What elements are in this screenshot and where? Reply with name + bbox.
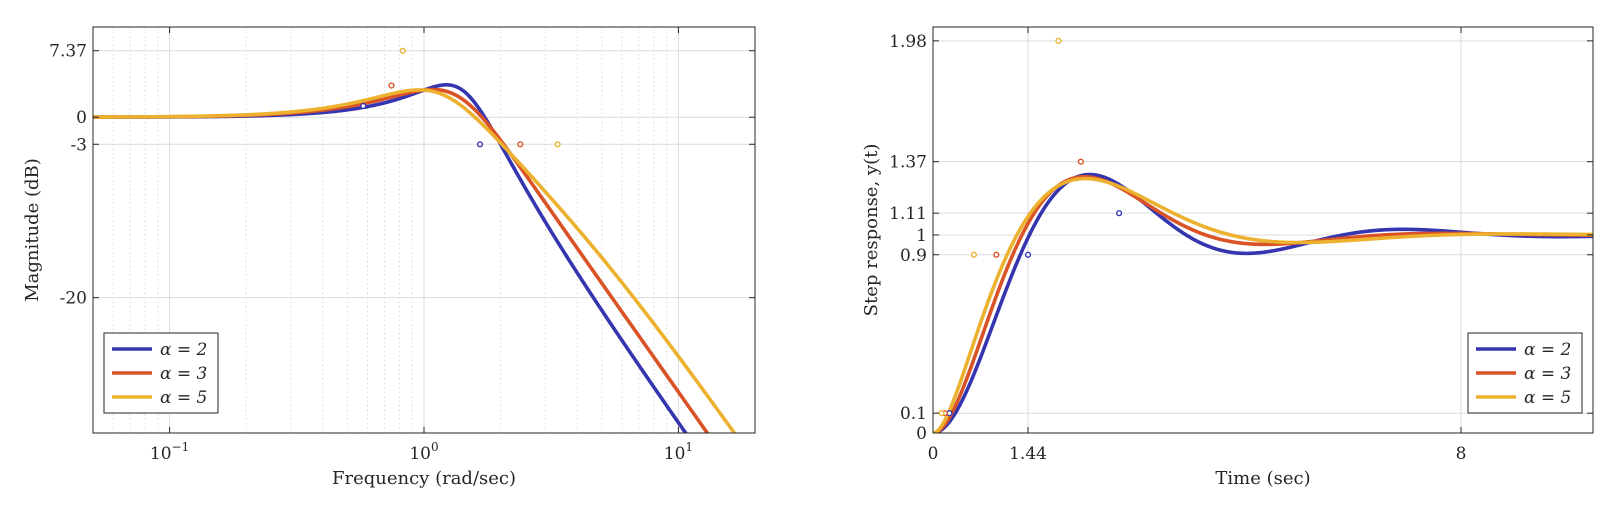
legend-label-2: α = 2 — [1524, 340, 1571, 360]
x-tick-label: 1.44 — [1009, 444, 1047, 464]
x-tick-label: 8 — [1456, 444, 1467, 464]
y-tick-label: 1.37 — [889, 153, 927, 173]
legend-label-2: α = 2 — [160, 340, 207, 360]
cutoff-marker-5 — [554, 141, 561, 148]
magnitude-legend: α = 2 α = 3 α = 5 — [103, 332, 219, 414]
y-tick-label: -20 — [60, 289, 87, 309]
peak-marker-3 — [388, 82, 395, 89]
step-legend: α = 2 α = 3 α = 5 — [1467, 332, 1583, 414]
x-tick-label: 10−1 — [150, 440, 189, 464]
rise-end-marker-2 — [1024, 251, 1032, 258]
step-ticks: 0 1.44 8 00.1 0.911.11 1.37 1.98 — [889, 27, 1593, 464]
magnitude-ticks: 10−1 100 101 7.37 0 -3 -20 — [49, 27, 755, 464]
rise-end-marker-5 — [970, 251, 978, 258]
step-plot-frame — [932, 26, 1594, 434]
peak-marker-2 — [1116, 210, 1123, 217]
y-tick-label: 0.1 — [900, 404, 927, 424]
x-tick-label: 100 — [409, 440, 438, 464]
step-y-axis-label: Step response, y(t) — [861, 144, 882, 317]
y-tick-label: 1.98 — [889, 32, 927, 52]
y-tick-label: 0.9 — [900, 246, 927, 266]
rise-end-marker-3 — [993, 251, 1000, 258]
y-tick-label: 0 — [916, 424, 927, 444]
magnitude-plot: 10−1 100 101 7.37 0 -3 -20 Frequency (rad/sec)… — [22, 26, 756, 489]
cutoff-marker-2 — [476, 141, 484, 148]
peak-marker-5 — [1055, 37, 1062, 44]
step-curves — [933, 37, 1593, 433]
legend-label-5: α = 5 — [1524, 388, 1571, 408]
y-tick-label: 1.11 — [889, 204, 927, 224]
y-tick-label: -3 — [70, 135, 87, 155]
peak-marker-2 — [360, 102, 367, 110]
legend-label-3: α = 3 — [160, 364, 207, 384]
y-tick-label: 1 — [916, 226, 927, 246]
peak-marker-5 — [399, 47, 406, 54]
step-response-plot: 0 1.44 8 00.1 0.911.11 1.37 1.98 Time (sec) St… — [861, 26, 1594, 489]
magnitude-curves — [93, 47, 737, 433]
magnitude-y-axis-label: Magnitude (dB) — [22, 158, 43, 302]
rise-start-marker-5 — [938, 410, 945, 417]
x-tick-label: 101 — [664, 440, 693, 464]
peak-marker-3 — [1077, 158, 1084, 165]
step-x-axis-label: Time (sec) — [1215, 468, 1310, 489]
magnitude-curve-5 — [93, 88, 737, 433]
step-curve-5 — [933, 176, 1593, 433]
legend-label-5: α = 5 — [160, 388, 207, 408]
magnitude-x-axis-label: Frequency (rad/sec) — [332, 468, 516, 489]
x-tick-label: 0 — [928, 444, 939, 464]
cutoff-marker-3 — [517, 141, 524, 148]
y-tick-label: 7.37 — [49, 42, 87, 62]
legend-label-3: α = 3 — [1524, 364, 1571, 384]
y-tick-label: 0 — [76, 108, 87, 128]
